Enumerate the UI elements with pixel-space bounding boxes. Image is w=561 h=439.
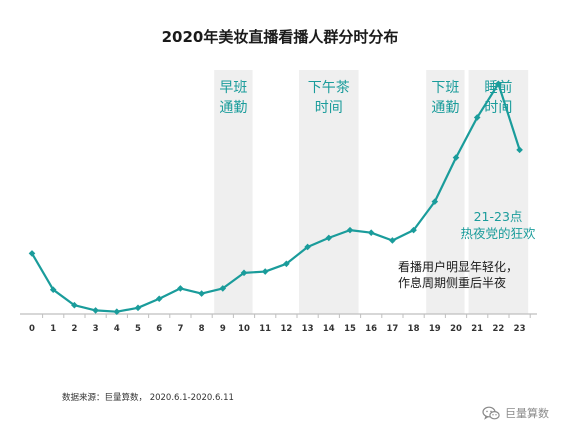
data-point	[219, 285, 227, 292]
data-points	[28, 80, 523, 316]
data-point	[113, 308, 121, 316]
data-point	[304, 243, 311, 251]
highlight-label: 下午茶	[308, 80, 350, 96]
highlight-label: 睡前	[484, 79, 512, 96]
x-tick-label: 16	[365, 324, 377, 334]
x-tick-label: 1	[50, 324, 56, 334]
x-tick-label: 19	[429, 324, 441, 334]
data-point	[155, 295, 163, 303]
data-point	[495, 80, 502, 88]
series-polyline	[31, 82, 521, 313]
data-point	[177, 285, 184, 292]
data-point	[389, 237, 396, 244]
annotation-dark: 看播用户明显年轻化，	[398, 259, 518, 274]
data-point	[283, 260, 290, 268]
x-ticks	[42, 314, 531, 318]
x-tick-labels: 0 1 2 3 4 5 6 7 8 9 10 11 12 13 14 15 16 17 18 19 20 21 22 23	[29, 324, 526, 334]
x-tick-label: 5	[135, 324, 141, 334]
data-point	[410, 226, 417, 234]
data-point	[346, 226, 354, 234]
series-line	[31, 82, 521, 313]
annotation-teal: 21-23点	[474, 209, 523, 224]
highlight-label: 通勤	[431, 100, 459, 116]
data-point	[516, 146, 523, 154]
highlight-label: 早班	[219, 80, 247, 96]
x-tick-label: 23	[514, 324, 526, 334]
x-tick-label: 0	[29, 324, 35, 334]
highlight-label: 通勤	[219, 100, 247, 116]
data-point	[452, 154, 460, 161]
data-point	[367, 229, 375, 237]
data-point	[92, 307, 99, 314]
x-tick-label: 2	[71, 324, 77, 334]
data-source-note: 数据来源：巨量算数， 2020.6.1-2020.6.11	[62, 393, 234, 403]
highlight-label: 时间	[315, 100, 343, 116]
x-tick-label: 14	[323, 324, 335, 334]
x-tick-label: 22	[492, 324, 504, 334]
x-tick-label: 4	[114, 324, 120, 334]
x-tick-label: 6	[156, 324, 162, 334]
data-point	[431, 198, 439, 205]
data-point	[28, 250, 36, 257]
data-point	[240, 269, 248, 277]
x-tick-label: 13	[302, 324, 314, 334]
data-point	[325, 234, 333, 242]
x-tick-label: 8	[199, 324, 205, 334]
data-point	[198, 290, 205, 297]
data-point	[71, 301, 78, 309]
x-tick-label: 15	[344, 324, 356, 334]
x-tick-label: 7	[177, 324, 183, 334]
data-point	[49, 286, 57, 293]
highlight-band-3	[426, 70, 465, 314]
x-tick-label: 3	[93, 324, 99, 334]
chart-title: 2020年美妆直播看播人群分时分布	[162, 28, 399, 46]
data-point	[261, 268, 269, 275]
x-tick-label: 12	[280, 324, 292, 334]
data-point	[473, 114, 481, 121]
watermark: 巨量算数	[482, 405, 549, 421]
annotation-teal: 热夜党的狂欢	[460, 226, 536, 241]
x-tick-label: 18	[408, 324, 420, 334]
watermark-text: 巨量算数	[505, 407, 549, 420]
highlight-label: 下班	[431, 80, 459, 96]
highlight-band-4	[468, 70, 529, 314]
data-point	[134, 304, 142, 312]
highlight-band-2	[299, 70, 359, 314]
x-tick-label: 11	[259, 324, 271, 334]
x-tick-label: 21	[471, 324, 483, 334]
annotation-dark: 作息周期侧重后半夜	[398, 275, 506, 290]
x-tick-label: 10	[238, 324, 250, 334]
x-tick-label: 9	[220, 324, 226, 334]
x-tick-label: 20	[450, 324, 462, 334]
x-tick-label: 17	[386, 324, 398, 334]
wechat-icon	[482, 406, 500, 420]
